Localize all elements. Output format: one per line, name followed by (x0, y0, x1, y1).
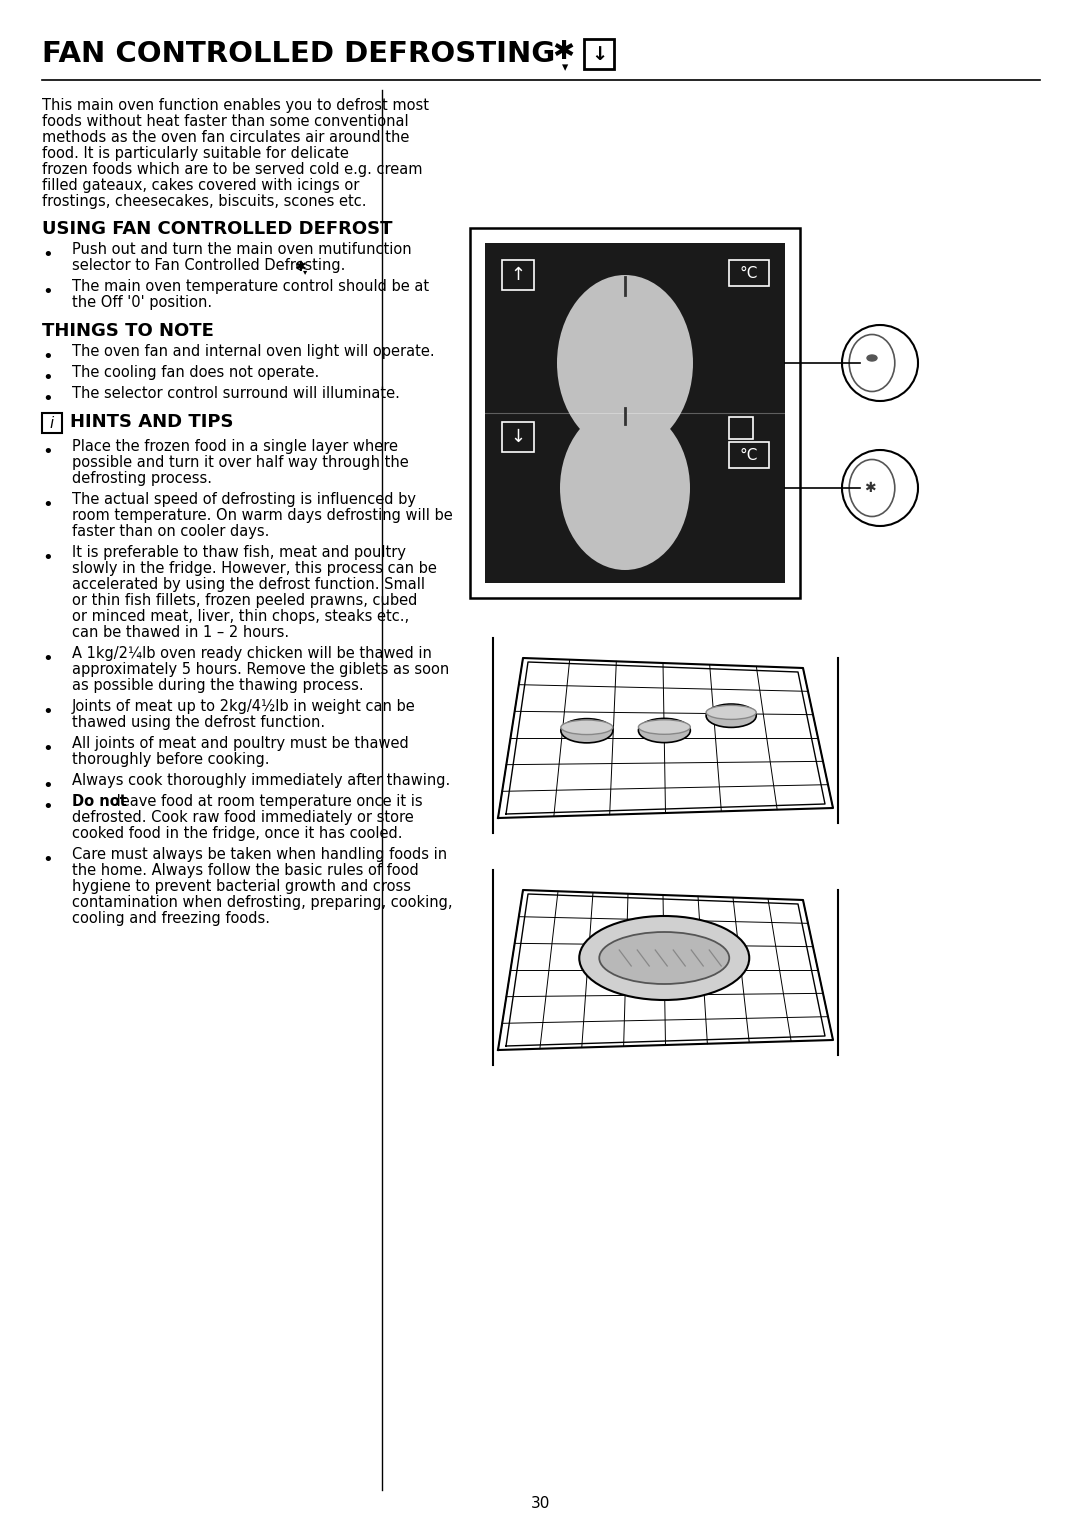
Ellipse shape (849, 460, 895, 516)
Text: ✱: ✱ (295, 260, 306, 274)
FancyBboxPatch shape (485, 243, 785, 584)
Text: the Off '0' position.: the Off '0' position. (72, 295, 212, 310)
Text: •: • (42, 851, 53, 869)
Text: ↓: ↓ (511, 428, 526, 446)
Text: °C: °C (740, 266, 758, 281)
Text: filled gateaux, cakes covered with icings or: filled gateaux, cakes covered with icing… (42, 177, 360, 193)
Text: ↓: ↓ (591, 44, 607, 64)
Text: cooked food in the fridge, once it has cooled.: cooked food in the fridge, once it has c… (72, 827, 403, 840)
Text: A 1kg/2¼lb oven ready chicken will be thawed in: A 1kg/2¼lb oven ready chicken will be th… (72, 646, 432, 662)
Text: defrosting process.: defrosting process. (72, 471, 212, 486)
Text: frozen foods which are to be served cold e.g. cream: frozen foods which are to be served cold… (42, 162, 422, 177)
Text: •: • (42, 778, 53, 795)
Ellipse shape (849, 335, 895, 391)
Text: i: i (50, 416, 54, 431)
Text: 30: 30 (530, 1496, 550, 1511)
Text: THINGS TO NOTE: THINGS TO NOTE (42, 322, 214, 341)
Text: FAN CONTROLLED DEFROSTING: FAN CONTROLLED DEFROSTING (42, 40, 555, 69)
Ellipse shape (638, 718, 690, 743)
Text: •: • (42, 649, 53, 668)
Text: Push out and turn the main oven mutifunction: Push out and turn the main oven mutifunc… (72, 241, 411, 257)
Text: foods without heat faster than some conventional: foods without heat faster than some conv… (42, 115, 408, 128)
Text: or thin fish fillets, frozen peeled prawns, cubed: or thin fish fillets, frozen peeled praw… (72, 593, 417, 608)
Ellipse shape (842, 451, 918, 526)
Text: •: • (42, 368, 53, 387)
Ellipse shape (867, 354, 877, 361)
Text: defrosted. Cook raw food immediately or store: defrosted. Cook raw food immediately or … (72, 810, 414, 825)
FancyBboxPatch shape (729, 260, 769, 286)
Text: •: • (42, 390, 53, 408)
Text: This main oven function enables you to defrost most: This main oven function enables you to d… (42, 98, 429, 113)
Text: food. It is particularly suitable for delicate: food. It is particularly suitable for de… (42, 147, 349, 160)
Ellipse shape (842, 325, 918, 400)
Text: the home. Always follow the basic rules of food: the home. Always follow the basic rules … (72, 863, 419, 879)
Ellipse shape (579, 915, 750, 999)
Text: Place the frozen food in a single layer where: Place the frozen food in a single layer … (72, 439, 399, 454)
Text: •: • (42, 246, 53, 264)
Text: methods as the oven fan circulates air around the: methods as the oven fan circulates air a… (42, 130, 409, 145)
Text: accelerated by using the defrost function. Small: accelerated by using the defrost functio… (72, 578, 426, 591)
Polygon shape (498, 659, 833, 817)
Polygon shape (498, 889, 833, 1050)
FancyBboxPatch shape (729, 417, 753, 439)
Text: Always cook thoroughly immediately after thawing.: Always cook thoroughly immediately after… (72, 773, 450, 788)
FancyBboxPatch shape (584, 40, 615, 69)
Text: ▾: ▾ (562, 61, 568, 73)
Text: frostings, cheesecakes, biscuits, scones etc.: frostings, cheesecakes, biscuits, scones… (42, 194, 366, 209)
Text: The main oven temperature control should be at: The main oven temperature control should… (72, 280, 429, 293)
Text: •: • (42, 740, 53, 758)
Text: slowly in the fridge. However, this process can be: slowly in the fridge. However, this proc… (72, 561, 437, 576)
Text: thoroughly before cooking.: thoroughly before cooking. (72, 752, 270, 767)
Text: room temperature. On warm days defrosting will be: room temperature. On warm days defrostin… (72, 507, 453, 523)
Text: It is preferable to thaw fish, meat and poultry: It is preferable to thaw fish, meat and … (72, 545, 406, 559)
Text: The selector control surround will illuminate.: The selector control surround will illum… (72, 387, 400, 400)
Ellipse shape (599, 932, 729, 984)
Text: •: • (42, 283, 53, 301)
Ellipse shape (557, 275, 693, 451)
Text: can be thawed in 1 – 2 hours.: can be thawed in 1 – 2 hours. (72, 625, 289, 640)
FancyBboxPatch shape (42, 413, 62, 432)
Text: •: • (42, 348, 53, 367)
Text: approximately 5 hours. Remove the giblets as soon: approximately 5 hours. Remove the giblet… (72, 662, 449, 677)
Text: •: • (42, 703, 53, 721)
Text: leave food at room temperature once it is: leave food at room temperature once it i… (112, 795, 422, 808)
Text: possible and turn it over half way through the: possible and turn it over half way throu… (72, 455, 408, 471)
Text: hygiene to prevent bacterial growth and cross: hygiene to prevent bacterial growth and … (72, 879, 411, 894)
Text: All joints of meat and poultry must be thawed: All joints of meat and poultry must be t… (72, 736, 408, 750)
FancyBboxPatch shape (470, 228, 800, 597)
Text: Care must always be taken when handling foods in: Care must always be taken when handling … (72, 847, 447, 862)
Ellipse shape (561, 718, 612, 743)
Text: The cooling fan does not operate.: The cooling fan does not operate. (72, 365, 320, 380)
Text: ✱: ✱ (864, 481, 876, 495)
Ellipse shape (561, 720, 612, 735)
Text: Joints of meat up to 2kg/4½lb in weight can be: Joints of meat up to 2kg/4½lb in weight … (72, 698, 416, 714)
Text: •: • (42, 497, 53, 513)
Text: ✱: ✱ (552, 40, 575, 66)
Text: •: • (42, 549, 53, 567)
Text: Do not: Do not (72, 795, 126, 808)
Text: USING FAN CONTROLLED DEFROST: USING FAN CONTROLLED DEFROST (42, 220, 392, 238)
Text: The oven fan and internal oven light will operate.: The oven fan and internal oven light wil… (72, 344, 434, 359)
Text: •: • (42, 443, 53, 461)
Text: or minced meat, liver, thin chops, steaks etc.,: or minced meat, liver, thin chops, steak… (72, 610, 409, 623)
Text: •: • (42, 798, 53, 816)
Ellipse shape (638, 720, 690, 735)
Text: cooling and freezing foods.: cooling and freezing foods. (72, 911, 270, 926)
Text: The actual speed of defrosting is influenced by: The actual speed of defrosting is influe… (72, 492, 416, 507)
Text: faster than on cooler days.: faster than on cooler days. (72, 524, 269, 539)
Ellipse shape (561, 406, 690, 570)
Text: ▾: ▾ (303, 267, 308, 277)
FancyBboxPatch shape (502, 422, 534, 452)
Ellipse shape (706, 704, 756, 727)
FancyBboxPatch shape (729, 442, 769, 468)
Text: selector to Fan Controlled Defrosting.: selector to Fan Controlled Defrosting. (72, 258, 346, 274)
Text: as possible during the thawing process.: as possible during the thawing process. (72, 678, 364, 694)
Text: ↑: ↑ (511, 266, 526, 284)
Text: contamination when defrosting, preparing, cooking,: contamination when defrosting, preparing… (72, 895, 453, 911)
Text: HINTS AND TIPS: HINTS AND TIPS (70, 413, 233, 431)
Ellipse shape (706, 706, 756, 720)
Text: °C: °C (740, 448, 758, 463)
Text: thawed using the defrost function.: thawed using the defrost function. (72, 715, 325, 730)
FancyBboxPatch shape (502, 260, 534, 290)
